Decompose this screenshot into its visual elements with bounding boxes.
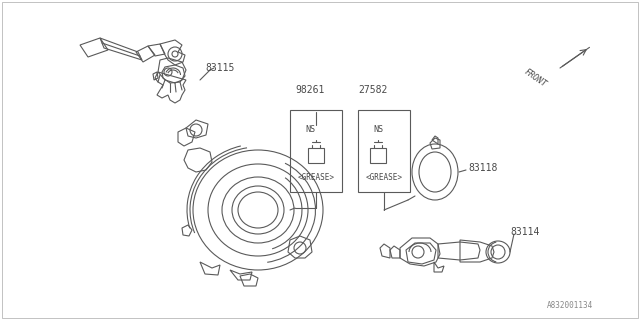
Text: <GREASE>: <GREASE> [298,173,335,182]
Bar [358,110,410,192]
Text: NS: NS [373,125,383,134]
Text: 98261: 98261 [295,85,324,95]
Text: 83118: 83118 [468,163,497,173]
Text: NS: NS [305,125,315,134]
Text: 83114: 83114 [510,227,540,237]
Text: A832001134: A832001134 [547,300,593,309]
Text: 27582: 27582 [358,85,387,95]
Bar [290,110,342,192]
Text: FRONT: FRONT [522,67,548,89]
Text: <GREASE>: <GREASE> [365,173,403,182]
Text: 83115: 83115 [205,63,234,73]
